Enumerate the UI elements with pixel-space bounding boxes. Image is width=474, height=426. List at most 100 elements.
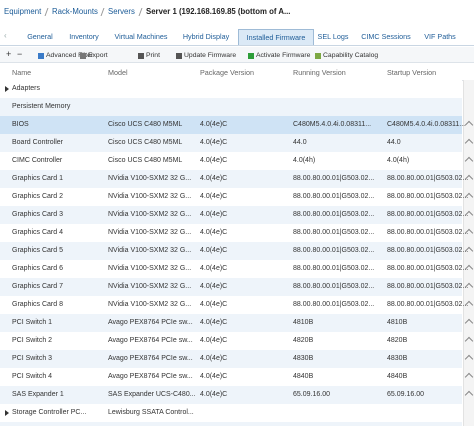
toolbar-icon [38, 53, 44, 59]
toolbar-button[interactable]: Advanced Filter [46, 52, 94, 59]
table-cell: PCI Switch 3 [12, 355, 53, 362]
table-cell: 4810B [293, 319, 314, 326]
table-cell: 88.00.80.00.01|G503.02... [293, 175, 375, 182]
table-cell: NVidia V100-SXM2 32 G... [108, 283, 192, 290]
scrollbar[interactable] [463, 80, 474, 426]
table-cell: Lewisburg SSATA Control... [108, 409, 194, 416]
tab[interactable]: VIF Paths [424, 32, 456, 41]
tab[interactable]: Inventory [69, 32, 99, 41]
table-cell: NVidia V100-SXM2 32 G... [108, 265, 192, 272]
toolbar [0, 47, 474, 63]
breadcrumb-item: Server 1 (192.168.169.85 (bottom of A... [146, 7, 291, 16]
table-cell: 4.0(4e)C [200, 139, 228, 146]
table-row[interactable] [0, 404, 462, 422]
toolbar-button[interactable]: Export [88, 52, 108, 59]
table-cell: 88.00.80.00.01|G503.02... [293, 247, 375, 254]
toolbar-button[interactable]: + [6, 49, 12, 59]
table-cell: 88.00.80.00.01|G503.02... [387, 265, 469, 272]
table-row[interactable] [0, 386, 462, 404]
table-row[interactable] [0, 314, 462, 332]
table-cell: Graphics Card 1 [12, 175, 63, 182]
table-row[interactable] [0, 224, 462, 242]
table-row[interactable] [0, 422, 462, 426]
table-cell: NVidia V100-SXM2 32 G... [108, 301, 192, 308]
toolbar-button[interactable]: Update Firmware [184, 52, 237, 59]
table-cell: 65.09.16.00 [293, 391, 330, 398]
tab-scroll-left[interactable]: ‹ [4, 31, 7, 40]
table-cell: Graphics Card 5 [12, 247, 63, 254]
table-cell: 88.00.80.00.01|G503.02... [293, 301, 375, 308]
table-row[interactable] [0, 242, 462, 260]
breadcrumb-item[interactable]: Equipment [4, 7, 42, 16]
toolbar-button[interactable]: − [17, 49, 23, 59]
tab[interactable]: CIMC Sessions [361, 32, 411, 41]
tab[interactable]: Virtual Machines [114, 32, 168, 41]
toolbar-icon [315, 53, 321, 59]
table-row[interactable] [0, 188, 462, 206]
table-row[interactable] [0, 296, 462, 314]
table-cell: 65.09.16.00 [387, 391, 424, 398]
expand-arrow[interactable] [5, 86, 9, 92]
table-cell: Storage Controller PC... [12, 409, 87, 416]
column-header[interactable]: Model [108, 68, 128, 77]
table-cell: 4.0(4e)C [200, 301, 228, 308]
breadcrumb-item[interactable]: Servers [108, 7, 135, 16]
table-cell: 50.8.0-2649 [293, 422, 330, 426]
table-cell: NVidia V100-SXM2 32 G... [108, 229, 192, 236]
table-cell: 50.8.0-2649 [387, 422, 424, 426]
table-cell: PCI Switch 4 [12, 373, 53, 380]
table-cell: 4.0(4e)C [200, 373, 228, 380]
table-row[interactable] [0, 152, 462, 170]
column-header[interactable]: Running Version [293, 68, 346, 77]
table-cell: 88.00.80.00.01|G503.02... [293, 211, 375, 218]
tab[interactable]: Installed Firmware [238, 29, 314, 45]
table-cell: SAS Expander 1 [12, 391, 64, 398]
table-row[interactable] [0, 80, 462, 98]
toolbar-button[interactable]: Capability Catalog [323, 52, 379, 59]
table-cell: Board Controller [12, 139, 63, 146]
table-row[interactable] [0, 260, 462, 278]
table-cell: Graphics Card 7 [12, 283, 63, 290]
table-cell: 4810B [387, 319, 408, 326]
table-cell: 4.0(4e)C [200, 355, 228, 362]
table-cell: 88.00.80.00.01|G503.02... [293, 265, 375, 272]
table-cell: Avago PEX8764 PCIe sw... [108, 373, 193, 380]
column-header[interactable]: Package Version [200, 68, 254, 77]
table-cell: CIMC Controller [12, 157, 63, 164]
table-cell: 4.0(4e)C [200, 229, 228, 236]
table-cell: 88.00.80.00.01|G503.02... [387, 229, 469, 236]
table-cell: PCI Switch 2 [12, 337, 53, 344]
table-cell: Graphics Card 3 [12, 211, 63, 218]
table-cell: 88.00.80.00.01|G503.02... [387, 283, 469, 290]
toolbar-button[interactable]: Activate Firmware [256, 52, 311, 59]
table-cell: 4840B [387, 373, 408, 380]
column-header[interactable]: Startup Version [387, 68, 437, 77]
breadcrumb-item[interactable]: Rack-Mounts [52, 7, 98, 16]
table-row[interactable] [0, 278, 462, 296]
table-row[interactable] [0, 368, 462, 386]
table-cell: Graphics Card 4 [12, 229, 63, 236]
toolbar-button[interactable]: Print [146, 52, 160, 59]
table-row[interactable] [0, 170, 462, 188]
table-cell: 4.0(4e)C [200, 175, 228, 182]
tab[interactable]: SEL Logs [317, 32, 349, 41]
table-cell: Cisco 12G Modular Raid ... [108, 422, 192, 426]
toolbar-icon [80, 53, 86, 59]
table-row[interactable] [0, 332, 462, 350]
table-row[interactable] [0, 116, 462, 134]
column-header[interactable]: Name [12, 68, 32, 77]
table-row[interactable] [0, 134, 462, 152]
table-row[interactable] [0, 350, 462, 368]
tab[interactable]: General [27, 32, 53, 41]
table-cell: Cisco UCS C480 M5ML [108, 121, 183, 128]
table-cell: Avago PEX8764 PCIe sw... [108, 337, 193, 344]
tab-bar [0, 28, 474, 46]
table-cell: Cisco UCS C480 M5ML [108, 139, 183, 146]
table-row[interactable] [0, 206, 462, 224]
table-row[interactable] [0, 98, 462, 116]
table-cell: 4.0(4e)C [200, 247, 228, 254]
table-cell: C480M5.4.0.4i.0.08311... [387, 121, 466, 128]
table-cell: PCI Switch 1 [12, 319, 53, 326]
expand-arrow[interactable] [5, 410, 9, 416]
tab[interactable]: Hybrid Display [182, 32, 230, 41]
